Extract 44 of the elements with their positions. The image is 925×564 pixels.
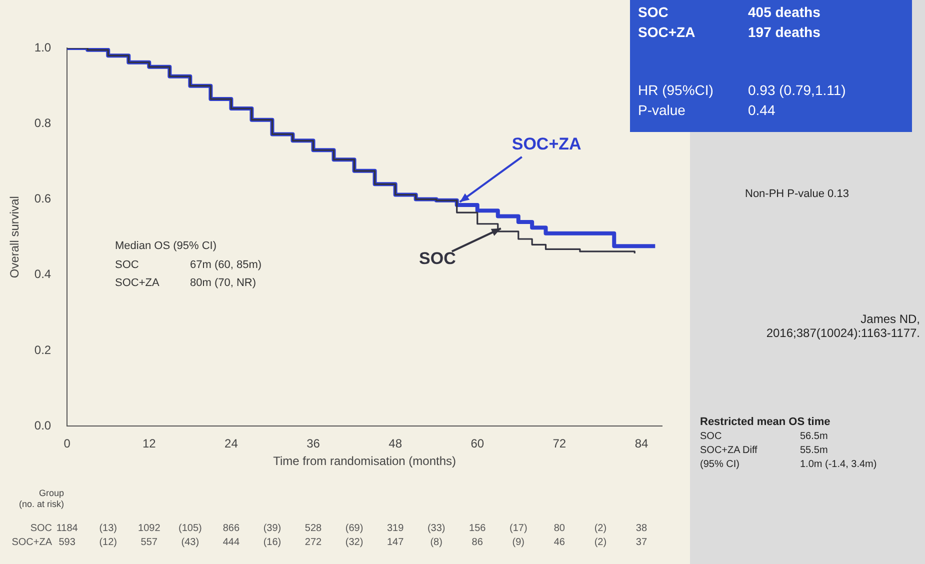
text: 56.5m: [800, 431, 829, 443]
text: SOC+ZA 593 (12) 557 (43) 444 (16) 272 (32) 147 (8) 86 (9) 46 (2) 37: [12, 536, 648, 548]
y-tick-label: 0.4: [34, 267, 52, 282]
text: 0.44: [748, 102, 776, 119]
text: SOC+ZA Diff: [700, 445, 758, 457]
x-tick-label: 84: [634, 436, 648, 451]
text: 0.93 (0.79,1.11): [748, 82, 847, 99]
x-tick-label: 60: [470, 436, 484, 451]
x-axis-title: Time from randomisation (months): [273, 454, 456, 468]
annotation: 80m (70, NR): [190, 277, 258, 290]
text: (95% CI): [700, 459, 740, 471]
y-axis-title: Overall survival: [8, 196, 22, 278]
x-tick-label: 36: [306, 436, 320, 451]
text: 55.5m: [800, 445, 829, 457]
annotation: HR (95%CI): [638, 82, 714, 99]
y-tick-label: 1.0: [34, 40, 52, 54]
x-tick-label: 0: [64, 436, 71, 451]
x-tick-label: 72: [552, 436, 566, 451]
annotation: Median OS (95% CI): [115, 240, 218, 254]
y-tick-label: 0.6: [34, 192, 52, 206]
text: SOC: [700, 431, 723, 443]
annotation: SOC+ZA: [115, 277, 160, 290]
annotation: SOC: [115, 259, 140, 272]
series-label: SOC: [419, 249, 456, 268]
text: Group: [38, 488, 64, 499]
x-tick-label: 12: [142, 436, 156, 451]
text: SOC: [638, 4, 670, 21]
text: Non-PH P-value 0.13: [745, 188, 850, 202]
text: SOC+ZA: [512, 134, 582, 154]
y-tick-label: 0.8: [34, 116, 52, 130]
text: 405 deaths: [748, 4, 822, 21]
text: James ND, 2016;387(10024):1163-1177.: [765, 312, 920, 341]
y-tick-label: 0.2: [34, 342, 52, 357]
text: (no. at risk): [18, 499, 64, 510]
text: SOC+ZA: [638, 24, 696, 41]
annotation: P-value: [638, 102, 686, 119]
text: SOC 1184 (13) 1092 (105) 866 (39) 528 (69) 319 (33) 156 (17) 80 (2) 38: [30, 522, 648, 534]
text: 1.0m (-1.4, 3.4m): [800, 459, 878, 471]
text: Restricted mean OS time: [700, 416, 832, 430]
text: 197 deaths: [748, 24, 822, 41]
annotation: 67m (60, 85m): [190, 259, 263, 272]
y-tick-label: 0.0: [34, 418, 52, 433]
x-tick-label: 48: [388, 436, 402, 451]
x-tick-label: 24: [224, 436, 238, 451]
